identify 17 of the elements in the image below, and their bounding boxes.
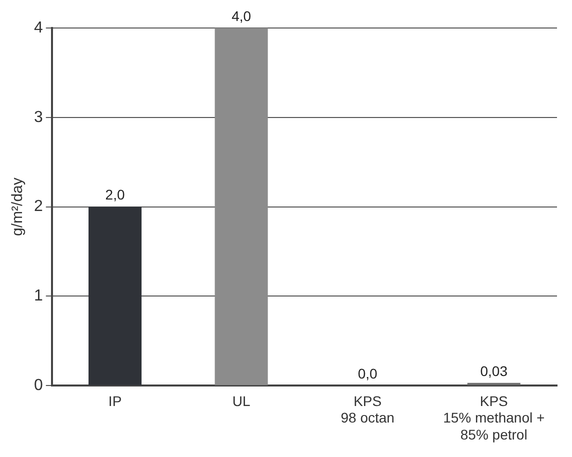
y-axis-title: g/m²/day <box>9 177 26 236</box>
bar <box>214 28 268 386</box>
bar <box>467 382 520 386</box>
y-tick-label: 1 <box>34 288 43 305</box>
y-tick-label: 3 <box>34 108 43 126</box>
y-tick-label: 0 <box>34 377 43 394</box>
x-tick-label: UL <box>232 392 250 409</box>
y-tick-label: 4 <box>34 19 43 36</box>
x-tick-label: KPS 98 octan <box>340 392 394 426</box>
data-label: 0,03 <box>480 362 508 379</box>
data-label: 2,0 <box>105 186 125 203</box>
x-tick-label: IP <box>108 392 122 409</box>
data-label: 0,0 <box>358 365 378 382</box>
x-tick-label: KPS 15% methanol + 85% petrol <box>443 392 545 442</box>
y-tick-label: 2 <box>34 198 43 216</box>
data-label: 4,0 <box>232 8 252 24</box>
bar <box>88 206 142 386</box>
